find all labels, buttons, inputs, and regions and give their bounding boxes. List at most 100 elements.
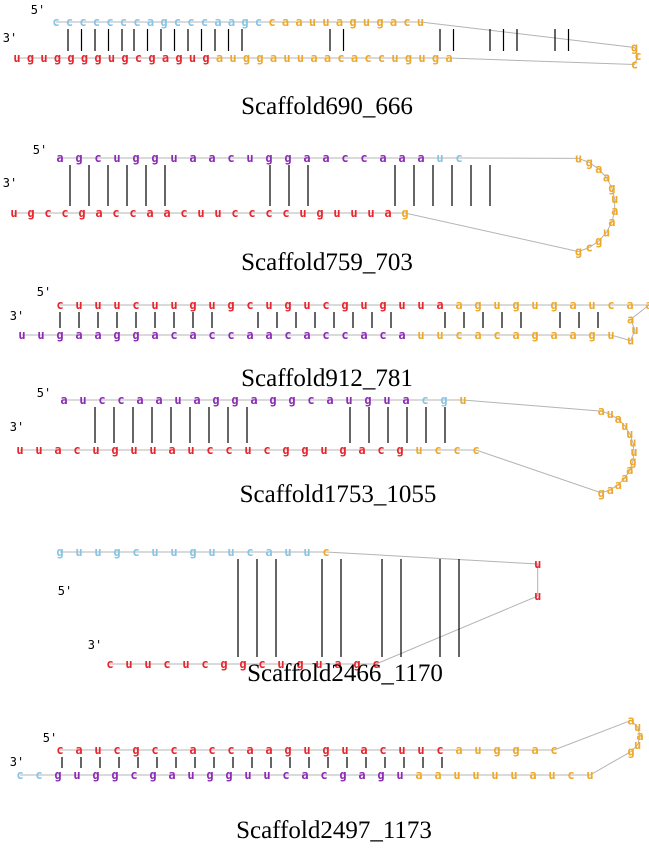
nucleotide: a	[398, 151, 405, 165]
nucleotide: g	[627, 745, 634, 759]
nucleotide: g	[75, 151, 82, 165]
nucleotide: a	[265, 545, 272, 559]
nucleotide: g	[113, 328, 120, 342]
nucleotide: u	[113, 298, 120, 312]
nucleotide: u	[417, 298, 424, 312]
nucleotide: g	[67, 51, 74, 65]
nucleotide: u	[626, 427, 633, 441]
nucleotide: c	[403, 15, 410, 29]
nucleotide: c	[248, 206, 255, 220]
nucleotide: c	[453, 443, 460, 457]
nucleotide: c	[360, 151, 367, 165]
nucleotide: a	[645, 298, 649, 312]
nucleotide: u	[214, 206, 221, 220]
three-prime-label-5: 3'	[88, 638, 102, 652]
nucleotide: g	[377, 768, 384, 782]
nucleotide: u	[94, 545, 101, 559]
nucleotide: c	[113, 743, 120, 757]
nucleotide: a	[358, 443, 365, 457]
nucleotide: a	[326, 393, 333, 407]
nucleotide: a	[390, 15, 397, 29]
nucleotide: g	[113, 545, 120, 559]
nucleotide: g	[241, 15, 248, 29]
nucleotide: c	[284, 328, 291, 342]
nucleotide: a	[621, 471, 628, 485]
nucleotide: u	[303, 545, 310, 559]
nucleotide: g	[111, 768, 118, 782]
nucleotide: a	[189, 328, 196, 342]
nucleotide: a	[60, 393, 67, 407]
nucleotide: a	[336, 15, 343, 29]
nucleotide: g	[202, 51, 209, 65]
nucleotide: g	[81, 51, 88, 65]
nucleotide: u	[417, 743, 424, 757]
nucleotide: g	[595, 234, 602, 248]
nucleotide: u	[350, 206, 357, 220]
nucleotide: c	[151, 743, 158, 757]
nucleotide: c	[73, 443, 80, 457]
nucleotide: c	[66, 15, 73, 29]
nucleotide: u	[586, 768, 593, 782]
backbone	[20, 719, 641, 776]
nucleotide: g	[316, 206, 323, 220]
nucleotide: g	[206, 768, 213, 782]
nucleotide: g	[94, 51, 101, 65]
nucleotide: u	[265, 298, 272, 312]
nucleotide: g	[54, 768, 61, 782]
nucleotide: a	[595, 162, 602, 176]
nucleotide: u	[170, 298, 177, 312]
nucleotide: u	[548, 768, 555, 782]
nucleotide: u	[634, 738, 641, 752]
nucleotide: c	[44, 206, 51, 220]
nucleotide: a	[615, 478, 622, 492]
nucleotide: c	[98, 393, 105, 407]
nucleotide: c	[341, 151, 348, 165]
nucleotide: a	[455, 743, 462, 757]
nucleotide: u	[37, 328, 44, 342]
nucleotide: u	[418, 51, 425, 65]
nucleotide: u	[630, 445, 637, 459]
nucleotide: a	[228, 15, 235, 29]
nucleotide: u	[634, 720, 641, 734]
nucleotide: a	[193, 393, 200, 407]
nucleotide: a	[163, 206, 170, 220]
nucleotide: u	[75, 298, 82, 312]
nucleotide: a	[301, 768, 308, 782]
nucleotide: c	[180, 206, 187, 220]
three-prime-label-3: 3'	[10, 309, 24, 323]
nucleotide: g	[575, 245, 582, 259]
nucleotide: a	[402, 393, 409, 407]
nucleotide: c	[567, 768, 574, 782]
nucleotide: u	[603, 225, 610, 239]
nucleotide: g	[353, 657, 360, 671]
structure-label-3: Scaffold912_781	[241, 365, 413, 392]
five-prime-label-2: 5'	[33, 143, 47, 157]
nucleotide: c	[170, 328, 177, 342]
nucleotide: u	[493, 298, 500, 312]
nucleotide: c	[135, 51, 142, 65]
nucleotide: g	[493, 743, 500, 757]
backbone	[17, 21, 639, 66]
nucleotide: g	[189, 298, 196, 312]
nucleotide: c	[106, 15, 113, 29]
nucleotide: c	[130, 768, 137, 782]
nucleotide: a	[434, 768, 441, 782]
nucleotide: c	[455, 328, 462, 342]
nucleotide: g	[349, 15, 356, 29]
nucleotide: a	[627, 713, 634, 727]
nucleotide: u	[333, 206, 340, 220]
structure-label-6: Scaffold2497_1173	[236, 817, 432, 844]
nucleotide: g	[474, 298, 481, 312]
nucleotide: c	[322, 545, 329, 559]
nucleotide: u	[491, 768, 498, 782]
nucleotide: g	[212, 393, 219, 407]
nucleotide: u	[303, 743, 310, 757]
nucleotide: g	[132, 151, 139, 165]
nucleotide: u	[534, 589, 541, 603]
nucleotide: g	[550, 298, 557, 312]
nucleotide: u	[436, 328, 443, 342]
nucleotide: c	[227, 151, 234, 165]
nucleotide: c	[120, 15, 127, 29]
nucleotide: a	[384, 206, 391, 220]
